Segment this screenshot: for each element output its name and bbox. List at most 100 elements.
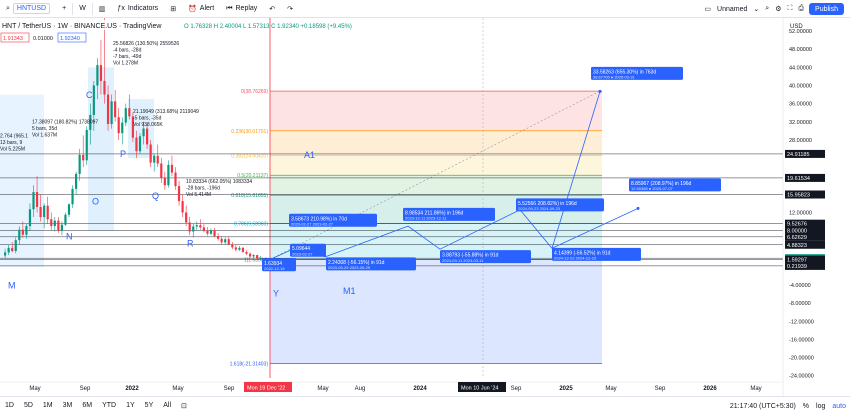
plus-icon: + bbox=[62, 5, 67, 12]
price-chart[interactable]: 0(38.76269) 0.236(30.01701) 0.382(24.60420… bbox=[0, 17, 850, 396]
candle-body bbox=[192, 226, 195, 232]
price-scale-badge bbox=[785, 219, 825, 228]
candle-body bbox=[131, 116, 134, 138]
measure-label: -28 bars, -196d bbox=[186, 185, 220, 191]
settings-icon[interactable]: ⚙ bbox=[775, 6, 782, 13]
fib-level-label: 1.618(-21.31403) bbox=[230, 362, 269, 368]
chart-type-button[interactable]: ▥ bbox=[93, 0, 112, 18]
fib-trendline bbox=[269, 90, 601, 260]
publish-button[interactable]: Publish bbox=[809, 3, 844, 15]
price-tick-label: 44.00000 bbox=[789, 65, 812, 71]
projection-path-secondary bbox=[551, 208, 639, 249]
chevron-down-icon[interactable]: ⌄ bbox=[753, 6, 760, 13]
replay-icon: ⏮ bbox=[226, 4, 233, 12]
fib-band bbox=[270, 259, 602, 364]
price-scale-badge-label: 15.95823 bbox=[787, 193, 810, 199]
date-range-icon[interactable]: ⊡ bbox=[181, 402, 187, 410]
candle-body bbox=[92, 85, 95, 115]
fib-band bbox=[270, 175, 602, 196]
candle-body bbox=[224, 239, 227, 243]
symbol-search[interactable]: ⌕ HNTUSD bbox=[0, 0, 56, 18]
candle-body bbox=[53, 220, 56, 227]
price-tick-label: 28.00000 bbox=[789, 138, 812, 144]
range-5d[interactable]: 5D bbox=[23, 402, 33, 409]
candle-body bbox=[18, 229, 21, 241]
callout-date: 12.90385 ● 2025-07-07 bbox=[631, 186, 674, 191]
alert-button[interactable]: ⏰ Alert bbox=[182, 0, 220, 18]
candle-body bbox=[231, 244, 234, 248]
range-1y[interactable]: 1Y bbox=[126, 402, 135, 409]
time-tick-label: 2022 bbox=[125, 386, 139, 392]
percent-toggle[interactable]: % bbox=[802, 402, 810, 410]
price-tick-label: -4.00000 bbox=[789, 283, 811, 289]
divider bbox=[91, 2, 93, 15]
fullscreen-icon[interactable]: ⛶ bbox=[787, 5, 793, 12]
range-3m[interactable]: 3M bbox=[62, 402, 73, 409]
indicators-button[interactable]: ƒx Indicators bbox=[111, 0, 164, 18]
redo-button[interactable]: ↷ bbox=[281, 0, 299, 18]
price-scale-badge bbox=[785, 190, 825, 199]
price-scale-badge-label: 8.00000 bbox=[787, 229, 807, 235]
date-highlight-left-bg bbox=[244, 382, 292, 392]
date-highlight-right-bg bbox=[458, 382, 506, 392]
fib-level-label: 0.382(24.60420) bbox=[231, 153, 268, 159]
callout-title: 1.63934 bbox=[264, 261, 282, 267]
grid-icon: ⊞ bbox=[170, 5, 177, 13]
callout-title: 8.85967 (208.97%) in 196d bbox=[631, 181, 692, 187]
templates-button[interactable]: ⊞ bbox=[164, 0, 182, 18]
undo-icon: ↶ bbox=[269, 5, 276, 13]
clock[interactable]: 21:17:40 (UTC+5:30) bbox=[729, 402, 796, 410]
log-toggle[interactable]: log bbox=[816, 402, 826, 410]
range-5y[interactable]: 5Y bbox=[144, 402, 154, 409]
candle-body bbox=[174, 172, 177, 187]
layout-icon[interactable]: ▭ bbox=[704, 6, 712, 13]
range-ytd[interactable]: YTD bbox=[102, 402, 117, 409]
candle-body bbox=[160, 163, 163, 179]
candle-body bbox=[146, 128, 149, 145]
price-scale-badge-label: 6.62629 bbox=[787, 235, 807, 241]
range-1d[interactable]: 1D bbox=[5, 402, 14, 409]
candle-body bbox=[25, 226, 28, 235]
candle-body bbox=[163, 178, 166, 186]
callout-date: 38.67705 ● 2025-03-31 bbox=[593, 75, 636, 80]
time-tick-label: May bbox=[29, 386, 40, 392]
range-1m[interactable]: 1M bbox=[42, 402, 53, 409]
layout-name[interactable]: Unnamed bbox=[717, 5, 748, 13]
replay-button[interactable]: ⏮ Replay bbox=[220, 0, 263, 18]
candle-body bbox=[7, 247, 10, 253]
bottom-toolbar: 1D 5D 1M 3M 6M YTD 1Y 5Y All ⊡ 21:17:40 … bbox=[0, 396, 850, 414]
time-tick-label: May bbox=[750, 386, 761, 392]
range-6m[interactable]: 6M bbox=[82, 402, 93, 409]
date-highlight-left: Mon 19 Dec '22 bbox=[247, 386, 285, 392]
bid-price: 1.91343 bbox=[3, 36, 23, 42]
candle-body bbox=[177, 186, 181, 202]
undo-button[interactable]: ↶ bbox=[263, 0, 281, 18]
wave-label: C bbox=[86, 90, 93, 100]
callout-title: 5.52566 208.82%) in 196d bbox=[518, 201, 577, 207]
wave-label: M bbox=[8, 281, 16, 291]
add-symbol-button[interactable]: + bbox=[56, 0, 72, 18]
projection-callout bbox=[326, 257, 416, 271]
price-tick-label: -24.00000 bbox=[789, 374, 814, 380]
grid-lines bbox=[269, 18, 484, 378]
interval-button[interactable]: W bbox=[73, 0, 92, 18]
measure-label: Vol 5.225M bbox=[0, 147, 25, 153]
candle-body bbox=[35, 192, 39, 208]
price-tick-label: 52.00000 bbox=[789, 29, 812, 35]
camera-icon[interactable]: ⎙ bbox=[798, 5, 804, 12]
price-scale-badge bbox=[785, 232, 825, 241]
range-all[interactable]: All bbox=[163, 402, 172, 409]
candle-body bbox=[128, 108, 131, 117]
candle-body bbox=[4, 252, 7, 256]
candle-body bbox=[110, 101, 113, 125]
candle-body bbox=[75, 173, 78, 189]
candles-icon: ▥ bbox=[98, 5, 106, 13]
quick-search-icon[interactable]: ⌕ bbox=[765, 5, 770, 12]
price-tick-label: 40.00000 bbox=[789, 83, 812, 89]
top-toolbar: ⌕ HNTUSD + W ▥ ƒx Indicators ⊞ ⏰ Alert ⏮… bbox=[0, 0, 850, 18]
chart-area[interactable]: 0(38.76269) 0.236(30.01701) 0.382(24.60420… bbox=[0, 17, 850, 396]
candle-body bbox=[138, 136, 142, 152]
candle-body bbox=[202, 227, 205, 231]
measure-label: Vol 938.065K bbox=[133, 122, 163, 128]
auto-toggle[interactable]: auto bbox=[832, 402, 846, 410]
